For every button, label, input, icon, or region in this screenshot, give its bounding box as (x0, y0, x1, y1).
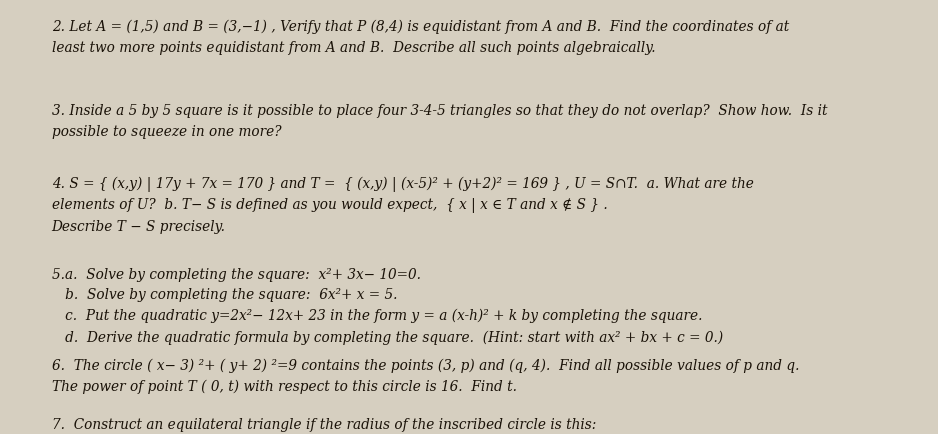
Text: 2. Let A = (1,5) and B = (3,−1) , Verify that P (8,4) is equidistant from A and : 2. Let A = (1,5) and B = (3,−1) , Verify… (52, 20, 789, 54)
Text: 7.  Construct an equilateral triangle if the radius of the inscribed circle is t: 7. Construct an equilateral triangle if … (52, 417, 596, 431)
Text: 4. S = { (x,y) | 17y + 7x = 170 } and T =  { (x,y) | (x-5)² + (y+2)² = 169 } , U: 4. S = { (x,y) | 17y + 7x = 170 } and T … (52, 176, 753, 233)
Text: 6.  The circle ( x− 3) ²+ ( y+ 2) ²=9 contains the points (3, p) and (q, 4).  Fi: 6. The circle ( x− 3) ²+ ( y+ 2) ²=9 con… (52, 358, 799, 394)
Text: 5.a.  Solve by completing the square:  x²+ 3x− 10=0.
   b.  Solve by completing : 5.a. Solve by completing the square: x²+… (52, 267, 723, 344)
Text: 3. Inside a 5 by 5 square is it possible to place four 3-4-5 triangles so that t: 3. Inside a 5 by 5 square is it possible… (52, 104, 827, 139)
